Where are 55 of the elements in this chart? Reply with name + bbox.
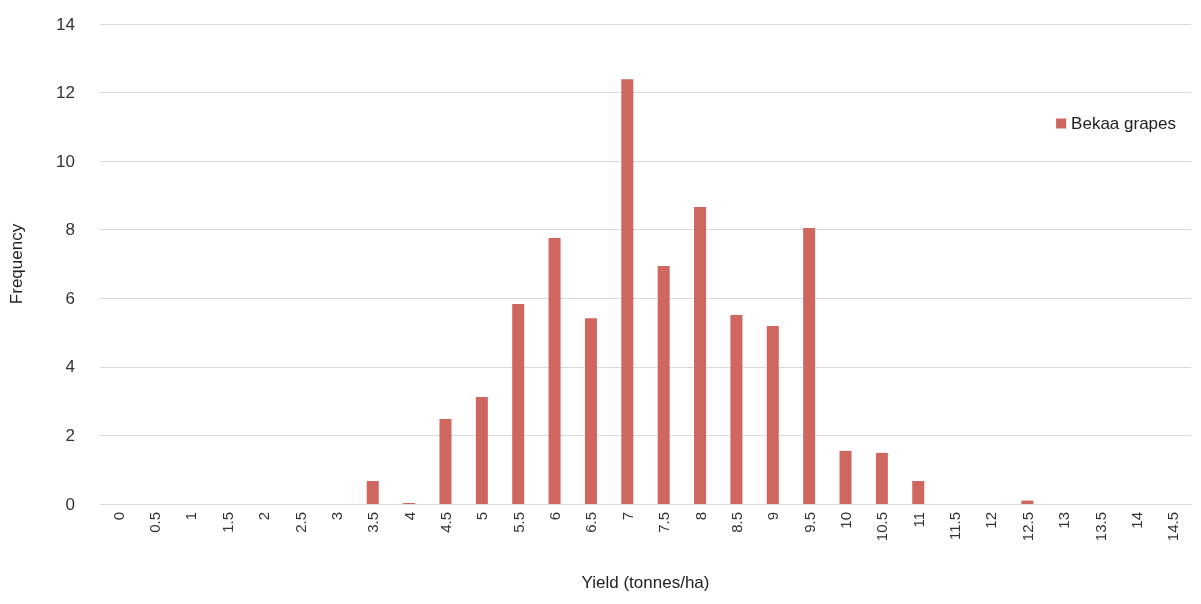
y-tick-label: 10 bbox=[56, 151, 75, 171]
bar bbox=[621, 79, 634, 504]
bar bbox=[730, 315, 743, 504]
y-tick-label: 6 bbox=[65, 288, 75, 308]
y-tick-label: 12 bbox=[56, 83, 75, 103]
x-tick-label: 10 bbox=[837, 512, 855, 529]
x-tick-label: 7 bbox=[618, 512, 636, 521]
bar bbox=[584, 318, 597, 504]
x-tick-label: 10.5 bbox=[873, 512, 891, 542]
x-axis-title: Yield (tonnes/ha) bbox=[581, 573, 710, 592]
x-tick-label: 0.5 bbox=[146, 512, 164, 533]
x-tick-label: 11.5 bbox=[946, 512, 964, 541]
bar bbox=[839, 450, 852, 504]
x-tick-label: 12.5 bbox=[1018, 512, 1036, 542]
x-tick-label: 8.5 bbox=[727, 512, 745, 533]
y-tick-label: 8 bbox=[65, 220, 75, 240]
bar bbox=[803, 228, 816, 504]
x-tick-label: 6.5 bbox=[582, 512, 600, 533]
x-tick-label: 13 bbox=[1055, 512, 1073, 529]
x-tick-label: 5.5 bbox=[509, 512, 527, 533]
x-tick-label: 11 bbox=[909, 512, 927, 528]
x-tick-label: 4 bbox=[400, 512, 418, 521]
x-tick-label: 7.5 bbox=[655, 512, 673, 533]
y-tick-label: 4 bbox=[65, 357, 75, 377]
x-tick-label: 6 bbox=[546, 512, 564, 521]
x-tick-label: 2 bbox=[255, 512, 273, 521]
y-axis-title: Frequency bbox=[7, 223, 26, 305]
x-tick-label: 2.5 bbox=[291, 512, 309, 533]
legend-label: Bekaa grapes bbox=[1071, 114, 1176, 133]
x-tick-label: 9.5 bbox=[800, 512, 818, 533]
bar bbox=[512, 304, 525, 504]
y-tick-label: 14 bbox=[56, 14, 75, 34]
bar bbox=[439, 418, 452, 504]
bar bbox=[475, 397, 488, 504]
bar bbox=[912, 481, 925, 504]
bar bbox=[766, 326, 779, 504]
x-tick-label: 3.5 bbox=[364, 512, 382, 533]
bar bbox=[366, 481, 379, 504]
x-tick-label: 4.5 bbox=[436, 512, 454, 533]
bar bbox=[657, 266, 670, 504]
x-tick-label: 3 bbox=[327, 512, 345, 521]
x-tick-label: 14.5 bbox=[1164, 512, 1182, 542]
x-tick-label: 13.5 bbox=[1091, 512, 1109, 542]
x-tick-label: 1 bbox=[182, 512, 200, 521]
bar bbox=[548, 237, 561, 504]
bar bbox=[875, 452, 888, 504]
x-tick-label: 8 bbox=[691, 512, 709, 521]
x-tick-label: 1.5 bbox=[218, 512, 236, 533]
bar bbox=[694, 207, 707, 504]
x-tick-label: 5 bbox=[473, 512, 491, 521]
y-tick-label: 2 bbox=[65, 425, 75, 445]
x-tick-label: 0 bbox=[109, 512, 127, 521]
x-tick-label: 9 bbox=[764, 512, 782, 521]
x-tick-label: 14 bbox=[1127, 512, 1145, 529]
x-tick-label: 12 bbox=[982, 512, 1000, 529]
